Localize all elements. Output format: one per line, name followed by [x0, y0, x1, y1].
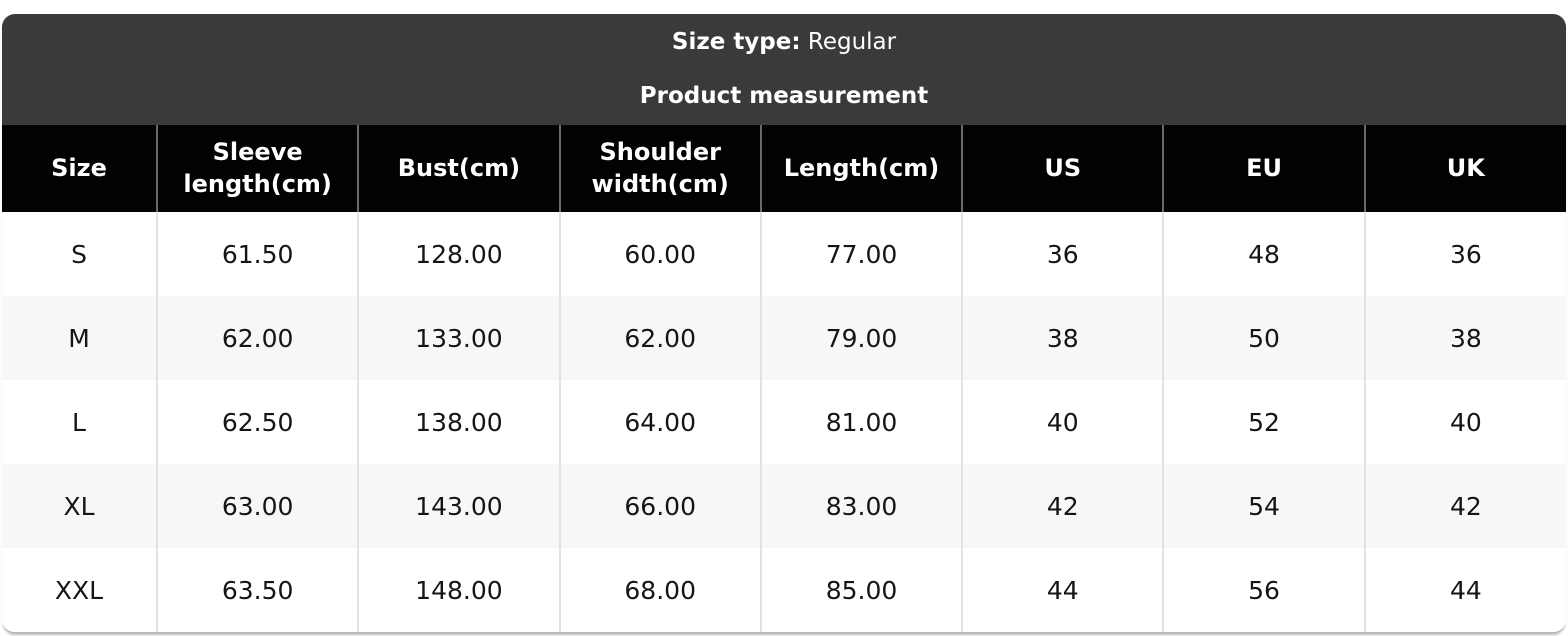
column-header: Length(cm)	[759, 125, 963, 212]
value-cell: 50	[1162, 296, 1365, 380]
value-cell: 66.00	[558, 464, 761, 548]
value-cell: 62.50	[155, 380, 359, 464]
value-cell: 52	[1162, 380, 1365, 464]
value-cell: 133.00	[357, 296, 560, 380]
value-cell: 148.00	[357, 548, 560, 632]
size-chart-card: Size type: Regular Product measurement S…	[2, 14, 1566, 632]
column-header: US	[961, 125, 1164, 212]
size-chart-title-panel: Size type: Regular Product measurement	[2, 14, 1566, 125]
value-cell: 62.00	[558, 296, 761, 380]
table-row: XL 63.00 143.00 66.00 83.00 42 54 42	[2, 464, 1566, 548]
value-cell: 85.00	[759, 548, 963, 632]
size-cell: XXL	[2, 548, 157, 632]
value-cell: 128.00	[357, 212, 560, 296]
value-cell: 63.50	[155, 548, 359, 632]
value-cell: 143.00	[357, 464, 560, 548]
size-cell: XL	[2, 464, 157, 548]
value-cell: 54	[1162, 464, 1365, 548]
column-header: Sleeve length(cm)	[155, 125, 359, 212]
column-header: Shoulder width(cm)	[558, 125, 761, 212]
value-cell: 60.00	[558, 212, 761, 296]
value-cell: 56	[1162, 548, 1365, 632]
value-cell: 81.00	[759, 380, 963, 464]
table-row: M 62.00 133.00 62.00 79.00 38 50 38	[2, 296, 1566, 380]
value-cell: 63.00	[155, 464, 359, 548]
size-table: Size Sleeve length(cm) Bust(cm) Shoulder wi…	[2, 125, 1566, 632]
value-cell: 138.00	[357, 380, 560, 464]
table-row: S 61.50 128.00 60.00 77.00 36 48 36	[2, 212, 1566, 296]
value-cell: 77.00	[759, 212, 963, 296]
header-row: Size Sleeve length(cm) Bust(cm) Shoulder wi…	[2, 125, 1566, 212]
column-header: UK	[1363, 125, 1566, 212]
size-cell: S	[2, 212, 157, 296]
table-body: S 61.50 128.00 60.00 77.00 36 48 36 M 62.00 133.00…	[2, 212, 1566, 632]
value-cell: 40	[1363, 380, 1566, 464]
column-header: Bust(cm)	[357, 125, 560, 212]
value-cell: 83.00	[759, 464, 963, 548]
size-cell: M	[2, 296, 157, 380]
value-cell: 68.00	[558, 548, 761, 632]
value-cell: 44	[1363, 548, 1566, 632]
table-head: Size Sleeve length(cm) Bust(cm) Shoulder wi…	[2, 125, 1566, 212]
table-row: XXL 63.50 148.00 68.00 85.00 44 56 44	[2, 548, 1566, 632]
value-cell: 36	[961, 212, 1164, 296]
table-row: L 62.50 138.00 64.00 81.00 40 52 40	[2, 380, 1566, 464]
size-type-line: Size type: Regular	[672, 28, 896, 57]
value-cell: 62.00	[155, 296, 359, 380]
value-cell: 38	[961, 296, 1164, 380]
product-measurement-title: Product measurement	[639, 83, 929, 109]
value-cell: 42	[961, 464, 1164, 548]
size-type-value: Regular	[807, 29, 897, 56]
column-header: EU	[1162, 125, 1365, 212]
size-cell: L	[2, 380, 157, 464]
value-cell: 38	[1363, 296, 1566, 380]
value-cell: 64.00	[558, 380, 761, 464]
column-header: Size	[2, 125, 157, 212]
value-cell: 36	[1363, 212, 1566, 296]
size-type-label: Size type:	[671, 29, 801, 56]
value-cell: 79.00	[759, 296, 963, 380]
value-cell: 48	[1162, 212, 1365, 296]
value-cell: 40	[961, 380, 1164, 464]
value-cell: 44	[961, 548, 1164, 632]
value-cell: 61.50	[155, 212, 359, 296]
value-cell: 42	[1363, 464, 1566, 548]
